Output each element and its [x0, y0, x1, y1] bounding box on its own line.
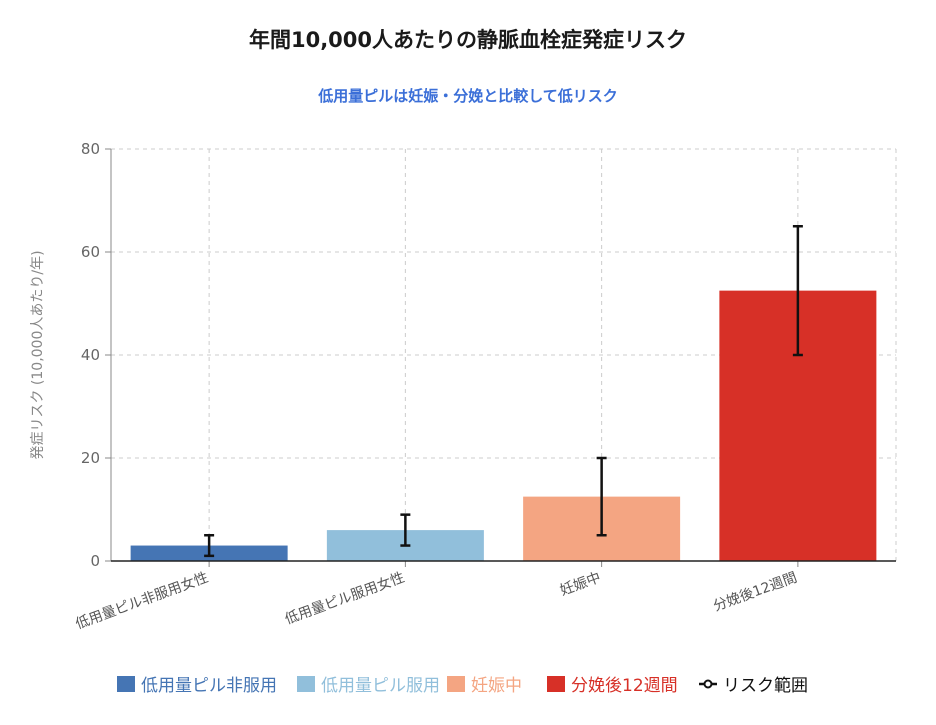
legend: 低用量ピル非服用 低用量ピル服用 妊娠中 分娩後12週間 リスク範囲	[117, 676, 808, 696]
legend-swatch	[297, 676, 315, 692]
error-bar	[400, 513, 411, 547]
y-tick-label: 40	[81, 346, 100, 364]
y-tick-label: 80	[81, 140, 100, 158]
chart-subtitle: 低用量ピルは妊娠・分娩と比較して低リスク	[317, 87, 618, 105]
y-tick-label: 20	[81, 449, 100, 467]
x-tick-label: 低用量ピル非服用女性	[73, 569, 210, 633]
legend-item: 低用量ピル服用	[297, 676, 440, 696]
legend-label: 低用量ピル服用	[321, 676, 440, 696]
legend-swatch	[447, 676, 465, 692]
legend-label: リスク範囲	[723, 676, 808, 696]
bars	[130, 225, 877, 561]
error-bar	[596, 456, 607, 537]
y-axis-title: 発症リスク (10,000人あたり/年)	[30, 250, 46, 459]
legend-label: 妊娠中	[471, 676, 522, 696]
y-tick-label: 0	[90, 552, 100, 570]
legend-errorbar-marker-icon	[703, 679, 713, 689]
legend-item: 低用量ピル非服用	[117, 676, 277, 696]
error-bar	[204, 534, 215, 558]
chart-title: 年間10,000人あたりの静脈血栓症発症リスク	[249, 28, 687, 52]
x-tick-label: 分娩後12週間	[711, 570, 799, 615]
legend-item: リスク範囲	[699, 676, 808, 696]
y-tick-label: 60	[81, 243, 100, 261]
legend-swatch	[547, 676, 565, 692]
legend-item: 分娩後12週間	[547, 676, 678, 696]
error-bar	[792, 225, 803, 357]
legend-swatch	[117, 676, 135, 692]
legend-label: 分娩後12週間	[571, 676, 678, 696]
legend-item: 妊娠中	[447, 676, 522, 696]
grid	[111, 148, 897, 561]
legend-label: 低用量ピル非服用	[141, 676, 277, 696]
x-tick-label: 妊娠中	[558, 570, 603, 599]
x-tick-label: 低用量ピル服用女性	[283, 569, 407, 628]
